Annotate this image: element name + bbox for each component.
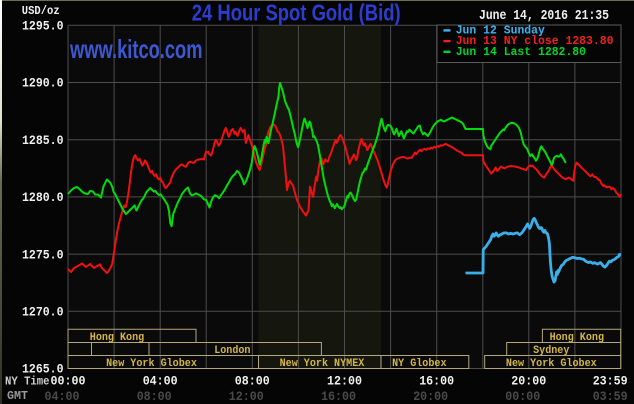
svg-text:1270.0: 1270.0 bbox=[22, 306, 64, 320]
svg-text:NY Time: NY Time bbox=[5, 375, 50, 388]
svg-text:12:00: 12:00 bbox=[327, 374, 362, 388]
svg-text:New York Globex: New York Globex bbox=[506, 358, 597, 370]
svg-text:12:00: 12:00 bbox=[229, 390, 264, 404]
svg-text:USD/oz: USD/oz bbox=[22, 4, 60, 18]
svg-text:23:59: 23:59 bbox=[593, 374, 628, 388]
svg-text:00:00: 00:00 bbox=[505, 390, 540, 404]
svg-text:16:00: 16:00 bbox=[321, 390, 356, 404]
svg-text:08:00: 08:00 bbox=[137, 390, 172, 404]
svg-text:www.kitco.com: www.kitco.com bbox=[69, 34, 202, 64]
svg-text:Hong Kong: Hong Kong bbox=[550, 332, 604, 344]
svg-text:GMT: GMT bbox=[7, 390, 28, 403]
svg-text:08:00: 08:00 bbox=[235, 374, 270, 388]
svg-text:Jun 14 Last 1282.80: Jun 14 Last 1282.80 bbox=[456, 46, 586, 59]
svg-text:Sydney: Sydney bbox=[533, 345, 570, 357]
svg-text:1280.0: 1280.0 bbox=[22, 191, 64, 205]
svg-text:New York Globex: New York Globex bbox=[106, 358, 197, 370]
svg-text:16:00: 16:00 bbox=[419, 374, 454, 388]
svg-text:1275.0: 1275.0 bbox=[22, 248, 64, 262]
svg-text:NY Globex: NY Globex bbox=[392, 358, 447, 370]
svg-text:Hong Kong: Hong Kong bbox=[90, 332, 144, 344]
svg-text:June 14, 2016 21:35: June 14, 2016 21:35 bbox=[479, 9, 609, 24]
svg-text:New York NYMEX: New York NYMEX bbox=[280, 358, 365, 370]
svg-text:1290.0: 1290.0 bbox=[22, 77, 64, 91]
svg-text:20:00: 20:00 bbox=[413, 390, 448, 404]
svg-text:Jun 12 Sunday: Jun 12 Sunday bbox=[456, 24, 545, 37]
svg-text:04:00: 04:00 bbox=[45, 390, 80, 404]
svg-text:00:00: 00:00 bbox=[51, 374, 86, 388]
svg-text:03:59: 03:59 bbox=[593, 390, 628, 404]
svg-text:24 Hour Spot Gold (Bid): 24 Hour Spot Gold (Bid) bbox=[192, 0, 401, 26]
svg-text:04:00: 04:00 bbox=[143, 374, 178, 388]
svg-text:1265.0: 1265.0 bbox=[22, 363, 64, 377]
svg-text:20:00: 20:00 bbox=[511, 374, 546, 388]
svg-text:Jun 13 NY close 1283.80: Jun 13 NY close 1283.80 bbox=[456, 35, 614, 48]
svg-text:1295.0: 1295.0 bbox=[22, 20, 64, 34]
svg-text:London: London bbox=[214, 345, 250, 357]
svg-text:1285.0: 1285.0 bbox=[22, 134, 64, 148]
